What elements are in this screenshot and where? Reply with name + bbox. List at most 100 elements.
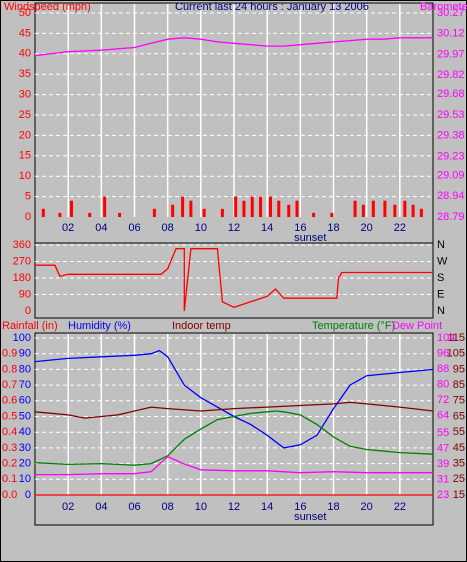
series-line: [34, 401, 434, 419]
x-tick-label: 02: [62, 222, 74, 234]
x-tick-label: 04: [95, 501, 107, 513]
y-tick-label: 15: [19, 150, 31, 162]
bar: [383, 200, 387, 217]
y4-tick-label: 55: [437, 427, 449, 439]
y-tick-label: 90: [19, 348, 31, 360]
bar: [371, 200, 375, 217]
x-tick-label: 08: [162, 222, 174, 234]
y-tick-label: 35: [19, 68, 31, 80]
y-tick-label: 0: [25, 211, 31, 223]
y-tick-label: 30: [19, 442, 31, 454]
y-tick-label: 50: [19, 410, 31, 422]
y-tick-label: 90: [19, 288, 31, 300]
y2-tick-label: 29.23: [437, 150, 465, 162]
y2-tick-label: W: [437, 255, 448, 267]
y3-tick-label: 0.6: [2, 395, 17, 407]
y2-tick-label: S: [437, 272, 444, 284]
y2-tick-label: 25: [453, 473, 465, 485]
y-tick-label: 10: [19, 170, 31, 182]
x-tick-label: 10: [195, 501, 207, 513]
x-tick-label: 06: [128, 222, 140, 234]
legend-entry: Rainfall (in): [2, 320, 58, 332]
y4-tick-label: 31: [437, 473, 449, 485]
y-tick-label: 0: [25, 305, 31, 317]
annotation: sunset: [294, 232, 326, 244]
y-tick-label: 20: [19, 458, 31, 470]
y2-tick-label: 30.12: [437, 28, 465, 40]
bar: [277, 200, 281, 217]
y-tick-label: 40: [19, 48, 31, 60]
x-tick-label: 14: [261, 501, 273, 513]
bar: [103, 196, 107, 217]
y-tick-label: 40: [19, 426, 31, 438]
legend-entry: Humidity (%): [68, 320, 131, 332]
x-tick-label: 16: [294, 222, 306, 234]
y2-tick-label: 30.27: [437, 7, 465, 19]
y-tick-label: 70: [19, 379, 31, 391]
y4-tick-label: 39: [437, 458, 449, 470]
bar: [220, 208, 224, 217]
x-tick-label: 08: [162, 501, 174, 513]
y2-tick-label: 35: [453, 458, 465, 470]
y2-tick-label: 29.82: [437, 69, 465, 81]
y2-tick-label: 28.79: [437, 211, 465, 223]
legend-entry: Dew Point: [392, 320, 442, 332]
bar: [41, 208, 45, 217]
y4-tick-label: 64: [437, 409, 449, 421]
y2-tick-label: 105: [447, 348, 465, 360]
bar: [118, 212, 122, 217]
x-tick-label: 06: [128, 501, 140, 513]
y3-tick-label: 0.8: [2, 363, 17, 375]
y-tick-label: 270: [13, 255, 31, 267]
bar: [88, 212, 92, 217]
bar: [259, 196, 263, 217]
bar: [312, 212, 316, 217]
bar: [181, 196, 185, 217]
y-tick-label: 360: [13, 239, 31, 251]
bar: [242, 200, 246, 217]
bar: [171, 204, 175, 217]
x-tick-label: 12: [228, 222, 240, 234]
y2-tick-label: 15: [453, 489, 465, 501]
y-tick-label: 10: [19, 473, 31, 485]
series-line: [34, 37, 433, 57]
y-tick-label: 180: [13, 272, 31, 284]
bar: [268, 196, 272, 217]
y2-tick-label: E: [437, 288, 444, 300]
y2-tick-label: 29.97: [437, 48, 465, 60]
y3-tick-label: 0.3: [2, 442, 17, 454]
y4-tick-label: 96: [437, 347, 449, 359]
legend-entry: Indoor temp: [172, 320, 231, 332]
x-tick-label: 22: [394, 222, 406, 234]
bar: [152, 208, 156, 217]
bar: [361, 204, 365, 217]
bar: [419, 208, 423, 217]
y2-tick-label: 28.94: [437, 190, 465, 202]
y4-tick-label: 88: [437, 363, 449, 375]
series-line: [34, 410, 434, 466]
bar: [393, 204, 397, 217]
y4-tick-label: 47: [437, 442, 449, 454]
y2-tick-label: 29.68: [437, 88, 465, 100]
y2-tick-label: 29.53: [437, 109, 465, 121]
y4-tick-label: 23: [437, 489, 449, 501]
x-tick-label: 12: [228, 501, 240, 513]
y-tick-label: 5: [25, 191, 31, 203]
y-tick-label: 45: [19, 27, 31, 39]
y2-tick-label: 55: [453, 426, 465, 438]
y2-tick-label: 75: [453, 395, 465, 407]
y2-tick-label: 95: [453, 363, 465, 375]
y4-tick-label: 72: [437, 394, 449, 406]
bar: [411, 204, 415, 217]
chart-title: Current last 24 hours : January 13 2006: [175, 1, 369, 13]
y-tick-label: 50: [19, 7, 31, 19]
y-tick-label: 60: [19, 395, 31, 407]
y2-tick-label: 115: [447, 332, 465, 344]
bar: [234, 196, 238, 217]
y2-tick-label: N: [437, 305, 445, 317]
legend-entry: Barometer (in.): [420, 1, 467, 13]
bar: [330, 212, 334, 217]
y3-tick-label: 0.1: [2, 473, 17, 485]
y2-tick-label: 29.09: [437, 170, 465, 182]
